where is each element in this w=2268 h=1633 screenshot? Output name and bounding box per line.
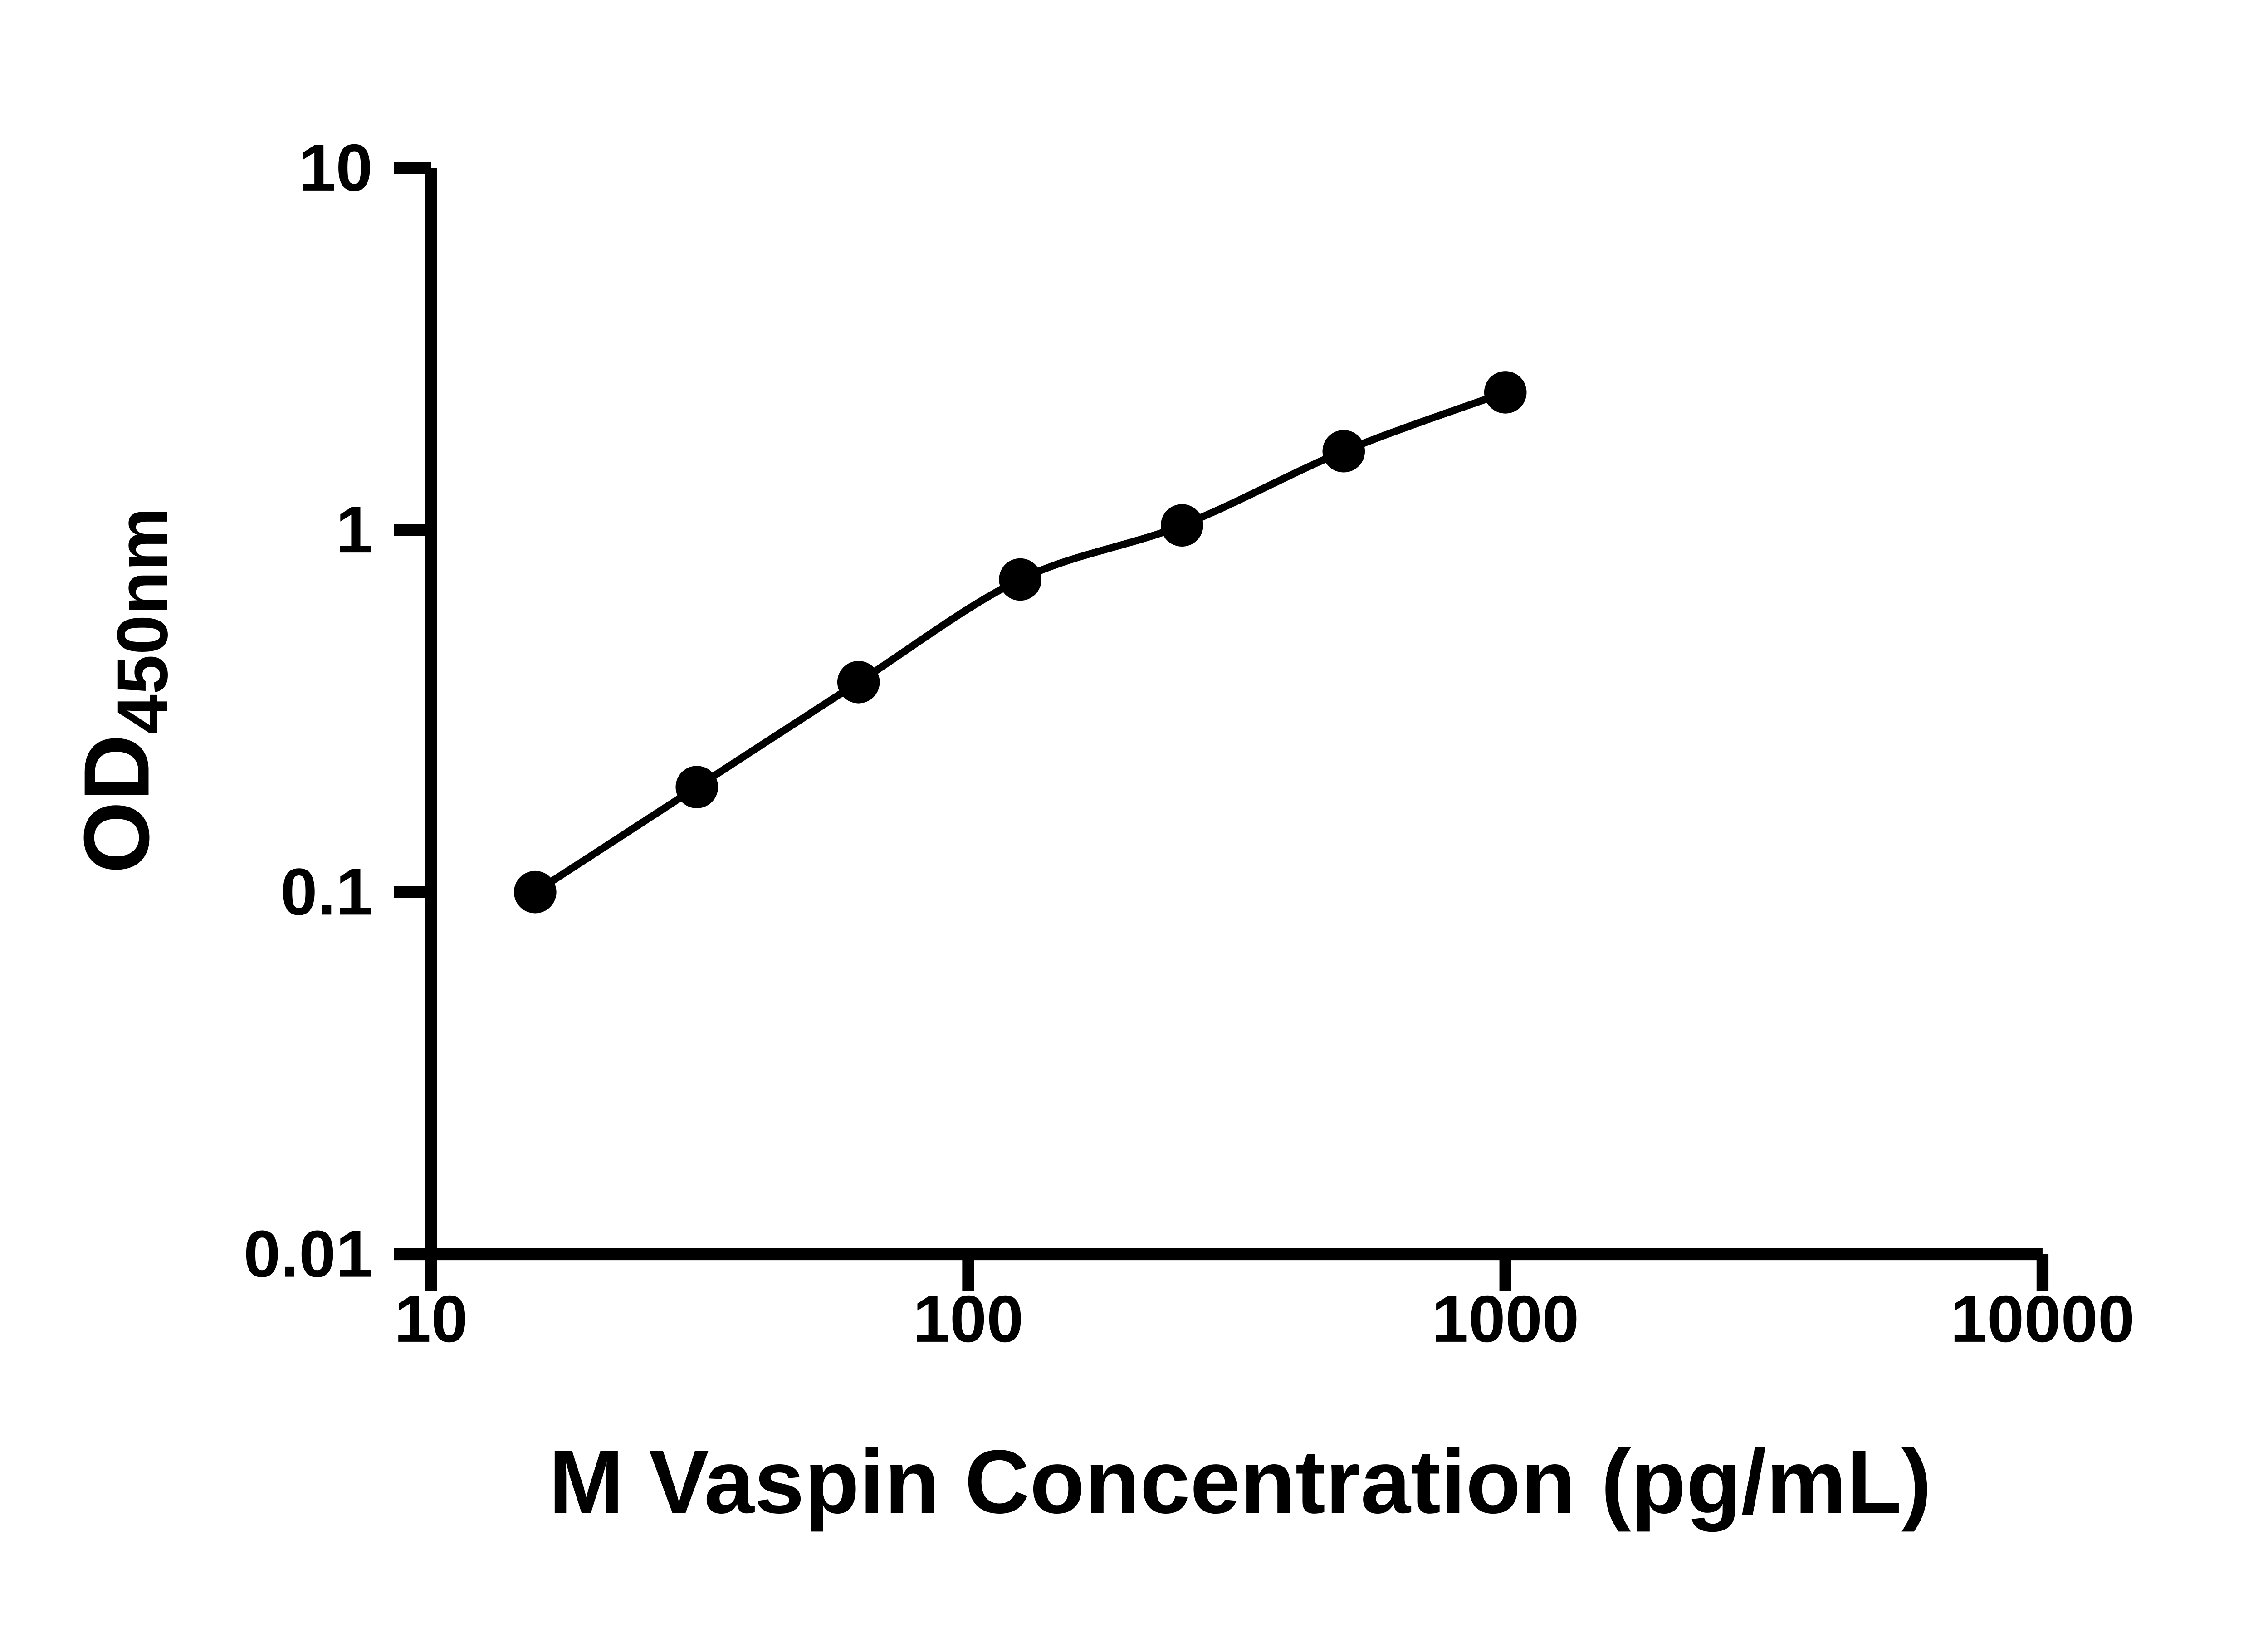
standard-curve-line — [533, 389, 1507, 895]
y-tick-label: 0.01 — [244, 1217, 373, 1291]
y-tick-label: 10 — [299, 131, 373, 205]
data-point-marker — [1322, 430, 1365, 473]
y-tick-label: 0.1 — [280, 855, 372, 929]
y-axis-label-main: OD — [65, 734, 168, 874]
y-axis-label-subscript: 450nm — [103, 508, 182, 734]
data-point-marker — [999, 558, 1041, 601]
axis-lines — [425, 168, 2043, 1261]
plot-area: 10 1 0.1 0.01 10 100 1000 10000 — [244, 131, 2135, 1356]
x-tick-label: 100 — [913, 1282, 1024, 1356]
x-tick-label: 1000 — [1432, 1282, 1579, 1356]
data-point-marker — [1161, 504, 1203, 547]
y-tick-label: 1 — [336, 493, 372, 567]
x-axis-label: M Vaspin Concentration (pg/mL) — [549, 1432, 1932, 1532]
data-point-marker — [837, 661, 880, 704]
data-point-marker — [514, 870, 557, 914]
data-point-marker — [675, 766, 719, 808]
y-axis-label: OD450nm — [65, 508, 182, 874]
x-tick-label: 10 — [394, 1282, 468, 1356]
x-tick-label: 10000 — [1950, 1282, 2135, 1356]
data-point-marker — [1484, 371, 1527, 414]
